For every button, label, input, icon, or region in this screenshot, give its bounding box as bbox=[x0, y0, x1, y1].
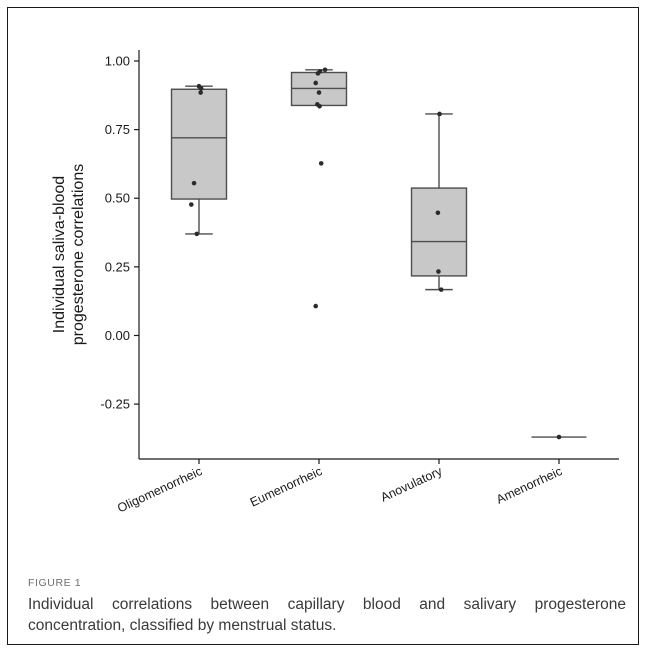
x-tick-label: Eumenorrheic bbox=[248, 464, 324, 510]
box-anovulatory bbox=[410, 187, 468, 277]
data-point bbox=[315, 71, 321, 76]
data-point bbox=[435, 210, 441, 216]
data-point bbox=[316, 90, 322, 95]
data-point bbox=[322, 67, 328, 73]
x-tick-label: Oligomenorrheic bbox=[115, 464, 204, 515]
box-oligomenorrheic bbox=[170, 88, 228, 200]
data-point bbox=[313, 303, 319, 309]
data-point bbox=[437, 111, 442, 117]
x-tick-label: Amenorrheic bbox=[494, 464, 564, 507]
data-point bbox=[313, 80, 319, 86]
y-axis-title-line2: progesterone correlations bbox=[70, 164, 87, 345]
data-point bbox=[436, 269, 441, 274]
figure-label: FIGURE 1 bbox=[28, 577, 82, 589]
y-tick-label: -0.25 bbox=[100, 397, 130, 412]
data-point bbox=[198, 86, 204, 91]
data-point bbox=[438, 287, 444, 292]
data-point bbox=[194, 231, 200, 237]
y-axis-title-line1: Individual saliva-blood bbox=[51, 176, 68, 333]
y-tick-label: 0.75 bbox=[105, 122, 130, 137]
data-point bbox=[189, 202, 194, 207]
figure-frame: 1.00 0.75 0.50 0.25 0.00 -0.25 Individual sali… bbox=[7, 7, 639, 645]
y-tick-label: 1.00 bbox=[105, 53, 130, 68]
y-tick-label: 0.25 bbox=[105, 259, 130, 274]
data-point bbox=[198, 90, 203, 95]
data-point bbox=[191, 180, 197, 186]
y-tick-label: 0.50 bbox=[105, 191, 130, 206]
plot-area: 1.00 0.75 0.50 0.25 0.00 -0.25 Individual sali… bbox=[51, 50, 619, 515]
box-plot-chart: 1.00 0.75 0.50 0.25 0.00 -0.25 Individual sali… bbox=[51, 50, 619, 515]
y-tick-label: 0.00 bbox=[105, 328, 130, 343]
data-point bbox=[317, 103, 322, 109]
data-point bbox=[318, 161, 324, 166]
figure-caption: Individual correlations between capillar… bbox=[28, 596, 626, 634]
x-tick-label: Anovulatory bbox=[379, 464, 445, 505]
data-point bbox=[556, 434, 562, 440]
